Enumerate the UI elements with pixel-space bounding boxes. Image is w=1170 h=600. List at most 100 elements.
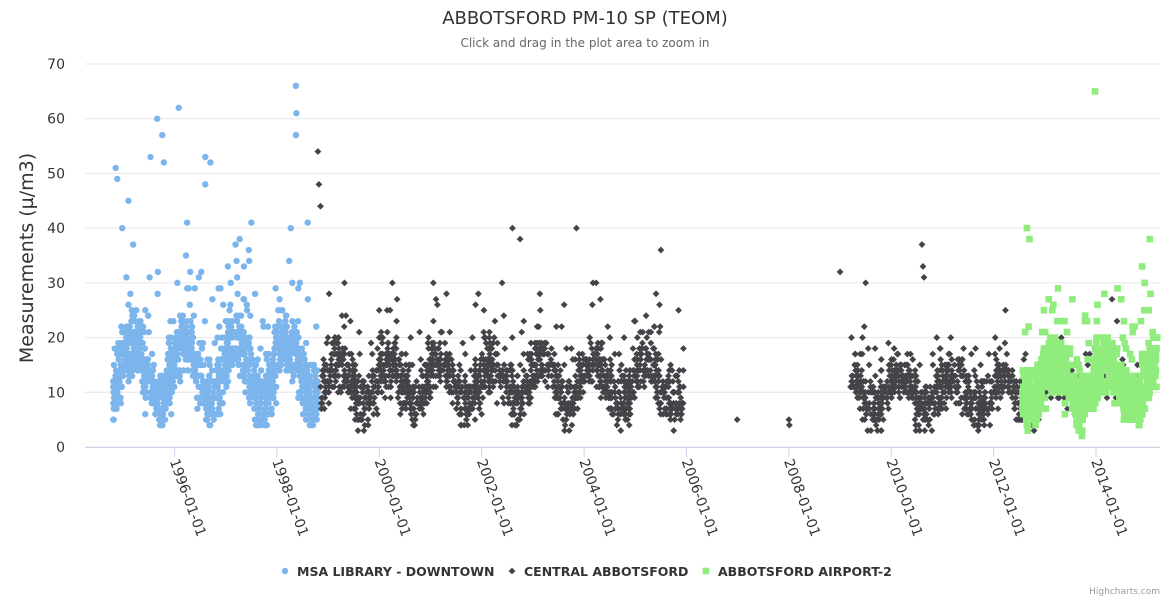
data-point[interactable]	[1125, 410, 1133, 418]
data-point[interactable]	[1152, 356, 1160, 363]
data-point[interactable]	[985, 350, 993, 358]
data-point[interactable]	[454, 399, 462, 407]
data-point[interactable]	[673, 372, 681, 380]
data-point[interactable]	[461, 399, 469, 407]
data-point[interactable]	[227, 301, 234, 308]
data-point[interactable]	[1100, 378, 1108, 385]
data-point[interactable]	[294, 350, 301, 358]
data-point[interactable]	[951, 372, 959, 380]
data-point[interactable]	[1045, 339, 1053, 347]
data-point[interactable]	[1110, 356, 1118, 363]
data-point[interactable]	[225, 323, 232, 330]
data-point[interactable]	[449, 361, 457, 369]
data-point[interactable]	[318, 394, 326, 402]
data-point[interactable]	[1070, 372, 1077, 380]
data-point[interactable]	[561, 421, 569, 429]
data-point[interactable]	[506, 361, 514, 369]
data-point[interactable]	[902, 388, 910, 396]
data-point[interactable]	[141, 345, 149, 352]
data-point[interactable]	[445, 361, 453, 369]
data-point[interactable]	[1008, 394, 1016, 402]
data-point[interactable]	[247, 345, 254, 352]
data-point[interactable]	[642, 312, 650, 320]
data-point[interactable]	[263, 356, 271, 363]
data-point[interactable]	[443, 377, 451, 385]
data-point[interactable]	[474, 290, 482, 298]
data-point[interactable]	[119, 328, 126, 336]
data-point[interactable]	[208, 367, 216, 374]
data-point[interactable]	[497, 383, 505, 391]
data-point[interactable]	[1052, 356, 1060, 363]
data-point[interactable]	[647, 339, 655, 347]
data-point[interactable]	[566, 383, 574, 391]
data-point[interactable]	[154, 290, 161, 297]
data-point[interactable]	[249, 383, 256, 391]
data-point[interactable]	[525, 388, 533, 396]
data-point[interactable]	[928, 394, 936, 402]
data-point[interactable]	[503, 367, 510, 374]
data-point[interactable]	[380, 367, 387, 374]
data-point[interactable]	[155, 416, 163, 423]
data-point[interactable]	[1105, 350, 1112, 358]
data-point[interactable]	[1025, 388, 1032, 396]
data-point[interactable]	[1082, 350, 1090, 358]
data-point[interactable]	[557, 405, 565, 413]
data-point[interactable]	[368, 388, 375, 396]
data-point[interactable]	[571, 388, 579, 396]
data-point[interactable]	[377, 350, 385, 358]
data-point[interactable]	[889, 388, 896, 396]
data-point[interactable]	[524, 350, 532, 358]
data-point[interactable]	[445, 383, 453, 391]
data-point[interactable]	[1050, 301, 1057, 309]
data-point[interactable]	[1019, 367, 1027, 374]
data-point[interactable]	[382, 372, 390, 380]
data-point[interactable]	[496, 377, 504, 385]
data-point[interactable]	[938, 361, 946, 369]
data-point[interactable]	[622, 405, 630, 413]
data-point[interactable]	[548, 372, 556, 380]
data-point[interactable]	[156, 421, 164, 429]
data-point[interactable]	[602, 377, 609, 385]
data-point[interactable]	[1066, 345, 1074, 352]
data-point[interactable]	[1048, 345, 1056, 352]
data-point[interactable]	[388, 356, 396, 363]
data-point[interactable]	[292, 82, 300, 90]
data-point[interactable]	[946, 350, 954, 358]
data-point[interactable]	[625, 372, 633, 380]
data-point[interactable]	[1109, 378, 1117, 385]
data-point[interactable]	[123, 334, 131, 341]
data-point[interactable]	[998, 377, 1005, 385]
data-point[interactable]	[256, 394, 264, 401]
data-point[interactable]	[620, 399, 627, 407]
data-point[interactable]	[424, 339, 432, 347]
data-point[interactable]	[431, 361, 438, 369]
data-point[interactable]	[170, 317, 177, 325]
data-point[interactable]	[425, 383, 432, 391]
data-point[interactable]	[1072, 383, 1080, 391]
data-point[interactable]	[640, 383, 648, 391]
data-point[interactable]	[516, 235, 524, 243]
data-point[interactable]	[1010, 383, 1018, 391]
data-point[interactable]	[377, 372, 384, 380]
data-point[interactable]	[330, 372, 338, 380]
data-point[interactable]	[1020, 394, 1028, 402]
data-point[interactable]	[994, 361, 1002, 369]
data-point[interactable]	[557, 367, 564, 374]
data-point[interactable]	[252, 400, 260, 407]
data-point[interactable]	[1144, 367, 1152, 374]
data-point[interactable]	[490, 334, 498, 341]
data-point[interactable]	[606, 356, 614, 363]
data-point[interactable]	[962, 372, 970, 380]
data-point[interactable]	[554, 410, 561, 418]
data-point[interactable]	[1084, 394, 1092, 402]
data-point[interactable]	[426, 388, 434, 396]
data-point[interactable]	[484, 388, 492, 396]
data-point[interactable]	[647, 328, 655, 336]
data-point[interactable]	[307, 378, 315, 385]
data-point[interactable]	[999, 388, 1006, 396]
data-point[interactable]	[195, 356, 203, 363]
data-point[interactable]	[1124, 416, 1132, 423]
data-point[interactable]	[623, 383, 631, 391]
data-point[interactable]	[184, 317, 191, 325]
data-point[interactable]	[254, 421, 261, 429]
